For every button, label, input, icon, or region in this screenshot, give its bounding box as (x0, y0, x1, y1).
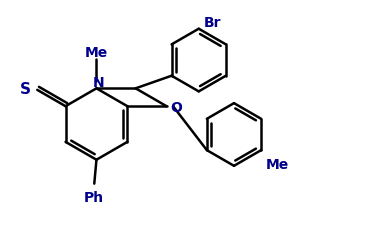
Text: Me: Me (85, 46, 108, 60)
Text: Br: Br (204, 16, 221, 31)
Text: N: N (93, 76, 105, 90)
Text: Ph: Ph (84, 192, 104, 205)
Text: O: O (170, 101, 182, 115)
Text: Me: Me (265, 158, 289, 172)
Text: S: S (20, 82, 31, 97)
